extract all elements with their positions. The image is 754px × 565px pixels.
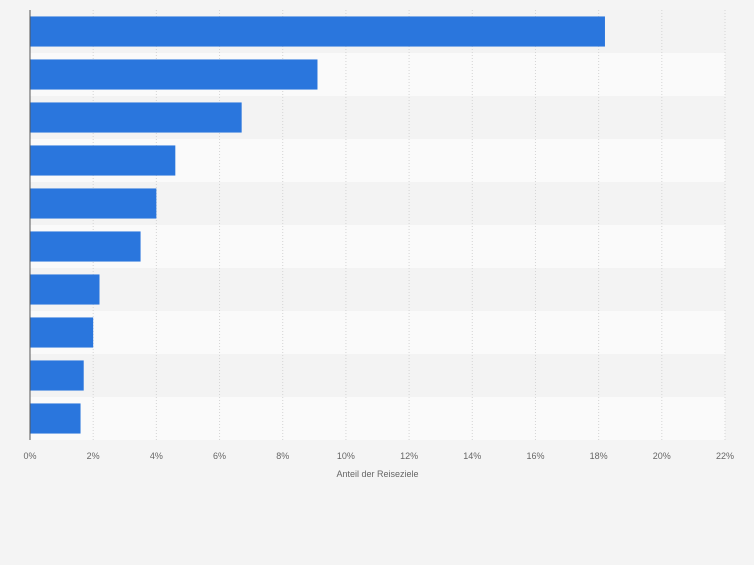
x-tick-label: 20% <box>653 451 671 461</box>
bar <box>30 317 94 348</box>
bar <box>30 360 84 391</box>
x-tick-label: 18% <box>590 451 608 461</box>
bar <box>30 274 100 305</box>
bar <box>30 59 318 90</box>
bar <box>30 145 176 176</box>
row-band <box>30 397 725 440</box>
x-axis-label: Anteil der Reiseziele <box>336 469 418 479</box>
x-tick-label: 2% <box>87 451 100 461</box>
x-tick-label: 12% <box>400 451 418 461</box>
bars <box>30 16 605 434</box>
x-tick-label: 8% <box>276 451 289 461</box>
bar <box>30 231 141 262</box>
x-tick-label: 4% <box>150 451 163 461</box>
bar <box>30 403 81 434</box>
x-tick-labels: 0% 2% 4% 6% 8% 10% 12% 14% 16% 18% 20% 22% <box>23 451 734 461</box>
x-tick-label: 14% <box>463 451 481 461</box>
row-band <box>30 311 725 354</box>
bar <box>30 16 605 47</box>
bar <box>30 102 242 133</box>
x-tick-label: 10% <box>337 451 355 461</box>
x-tick-label: 6% <box>213 451 226 461</box>
x-tick-label: 22% <box>716 451 734 461</box>
x-tick-label: 16% <box>526 451 544 461</box>
row-band <box>30 268 725 311</box>
x-tick-label: 0% <box>23 451 36 461</box>
row-band <box>30 354 725 397</box>
bar <box>30 188 157 219</box>
row-band <box>30 225 725 268</box>
